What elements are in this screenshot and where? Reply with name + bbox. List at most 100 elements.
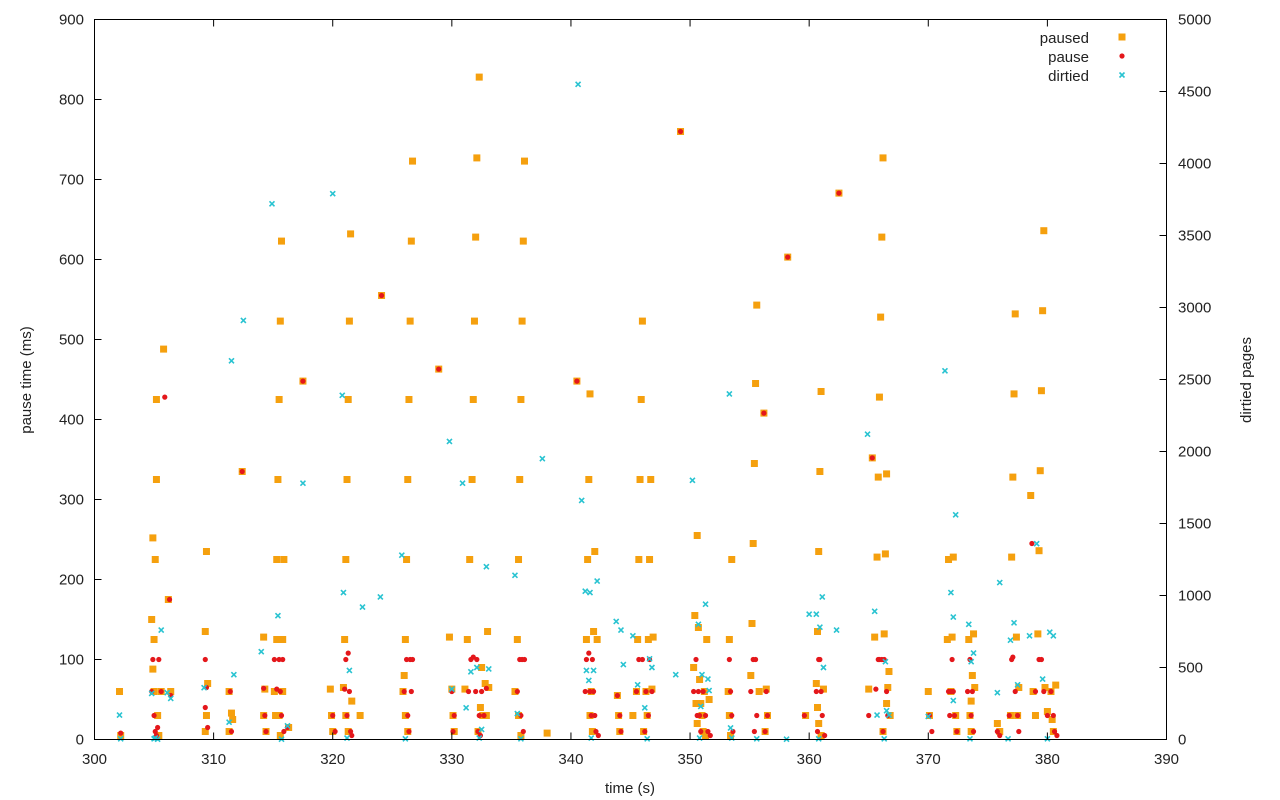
point-paused xyxy=(584,556,592,563)
point-dirtied xyxy=(702,601,709,608)
point-pause xyxy=(950,688,956,695)
point-paused xyxy=(1041,684,1049,691)
y-axis-title: pause time (ms) xyxy=(18,326,35,434)
point-pause xyxy=(947,712,953,719)
point-pause xyxy=(332,728,338,735)
point-dirtied xyxy=(240,317,247,324)
point-paused xyxy=(274,476,282,483)
point-dirtied xyxy=(1005,735,1012,742)
y-tick-label: 700 xyxy=(59,172,84,189)
point-pause xyxy=(964,688,971,695)
point-pause xyxy=(589,656,595,663)
point-paused xyxy=(202,712,210,719)
point-dirtied xyxy=(585,677,592,684)
point-paused xyxy=(884,684,892,691)
x-tick-label: 380 xyxy=(1035,751,1060,768)
point-paused xyxy=(812,680,820,687)
point-paused xyxy=(880,630,888,638)
point-paused xyxy=(885,668,893,675)
point-pause xyxy=(574,378,580,384)
point-pause xyxy=(822,732,828,739)
point-pause xyxy=(1029,540,1035,547)
point-pause xyxy=(727,688,734,695)
point-paused xyxy=(280,556,288,563)
point-paused xyxy=(814,704,822,711)
point-paused xyxy=(344,396,352,403)
plot-frame xyxy=(94,19,1167,740)
point-paused xyxy=(1009,473,1017,481)
point-paused xyxy=(588,728,596,735)
point-paused xyxy=(201,628,209,635)
point-pause xyxy=(1006,712,1012,719)
point-paused xyxy=(1043,708,1051,715)
y2-tick-label: 2000 xyxy=(1178,444,1211,461)
point-paused xyxy=(749,540,757,547)
point-pause xyxy=(473,688,479,695)
point-pause xyxy=(590,688,597,695)
point-dirtied xyxy=(1010,619,1018,626)
point-paused xyxy=(478,664,486,671)
point-pause xyxy=(954,728,960,735)
point-paused xyxy=(696,676,704,683)
point-dirtied xyxy=(689,477,696,484)
y-tick-label: 500 xyxy=(59,332,84,349)
point-pause xyxy=(166,596,173,603)
y2-tick-label: 4000 xyxy=(1178,156,1211,173)
point-dirtied xyxy=(968,658,975,665)
x-tick-label: 390 xyxy=(1154,751,1179,768)
point-paused xyxy=(356,712,364,719)
point-pause xyxy=(642,728,648,735)
series-pause xyxy=(118,128,1060,739)
point-paused xyxy=(347,230,355,238)
point-paused xyxy=(229,716,237,723)
point-paused xyxy=(747,672,755,679)
point-paused xyxy=(968,672,976,679)
point-paused xyxy=(1040,227,1048,235)
point-paused xyxy=(520,157,528,165)
point-pause xyxy=(869,455,875,461)
point-pause xyxy=(836,190,842,196)
point-paused xyxy=(585,476,593,483)
point-pause xyxy=(762,728,768,735)
point-dirtied xyxy=(284,722,291,729)
point-paused xyxy=(1048,716,1056,723)
point-pause xyxy=(277,688,283,695)
point-paused xyxy=(636,476,644,483)
point-pause xyxy=(518,712,524,719)
point-pause xyxy=(150,656,156,663)
point-paused xyxy=(637,396,645,403)
point-dirtied xyxy=(582,588,589,595)
point-dirtied xyxy=(1026,632,1033,639)
point-pause xyxy=(344,712,350,719)
y-axis-right: 0 500 1000 1500 2000 2500 3000 3500 4000 4500 5000 xyxy=(1159,12,1211,749)
point-dirtied xyxy=(1014,681,1021,688)
point-paused xyxy=(1036,467,1044,475)
point-dirtied xyxy=(950,697,957,704)
point-pause xyxy=(227,688,233,695)
point-pause xyxy=(617,712,623,719)
point-paused xyxy=(260,633,268,641)
point-pause xyxy=(693,656,699,663)
point-paused xyxy=(965,636,973,643)
point-pause xyxy=(520,728,526,735)
point-pause xyxy=(1038,656,1045,663)
point-pause xyxy=(280,656,286,663)
point-paused xyxy=(702,732,710,739)
point-pause xyxy=(450,728,456,735)
point-dirtied xyxy=(672,671,679,678)
point-paused xyxy=(272,712,280,719)
point-paused xyxy=(1039,307,1047,315)
point-dirtied xyxy=(478,726,485,733)
point-pause xyxy=(997,732,1003,739)
point-dirtied xyxy=(806,611,813,618)
point-dirtied xyxy=(753,735,760,742)
point-pause xyxy=(814,728,821,735)
point-paused xyxy=(469,396,477,403)
point-pause xyxy=(1048,688,1054,695)
point-pause xyxy=(1054,732,1060,739)
point-pause xyxy=(819,712,825,719)
point-dirtied xyxy=(402,735,409,742)
point-dirtied xyxy=(617,626,625,634)
point-paused xyxy=(871,633,879,641)
point-paused xyxy=(149,665,157,673)
